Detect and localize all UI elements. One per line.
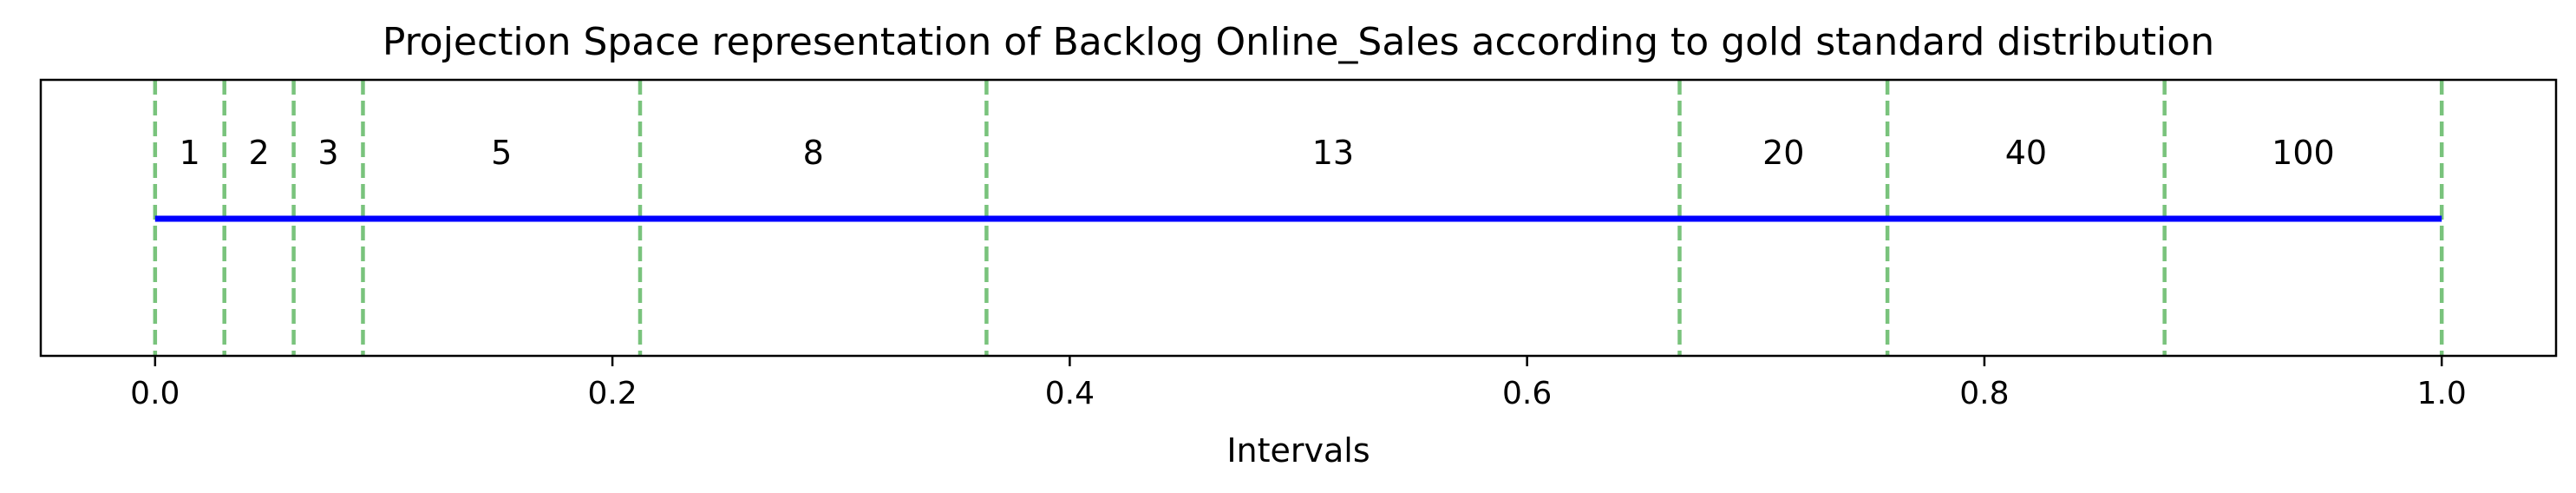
segment-label-2: 2 — [249, 134, 270, 172]
x-tick-label-1: 0.2 — [587, 376, 637, 411]
segment-label-5: 5 — [491, 134, 512, 172]
x-tick-label-0: 0.0 — [130, 376, 180, 411]
segment-label-8: 8 — [803, 134, 824, 172]
x-axis-label: Intervals — [1226, 431, 1370, 470]
x-tick-label-5: 1.0 — [2417, 376, 2467, 411]
segment-label-100: 100 — [2272, 134, 2335, 172]
x-tick-label-4: 0.8 — [1959, 376, 2009, 411]
x-tick-label-2: 0.4 — [1045, 376, 1095, 411]
plot-frame — [39, 78, 2558, 358]
segment-label-13: 13 — [1312, 134, 1354, 172]
segment-label-3: 3 — [317, 134, 338, 172]
segment-label-1: 1 — [180, 134, 200, 172]
x-axis-ticks: 0.0 0.2 0.4 0.6 0.8 1.0 — [130, 356, 2467, 411]
segment-labels: 1 2 3 5 8 13 20 40 100 — [180, 134, 2335, 172]
chart-title: Projection Space representation of Backl… — [382, 20, 2214, 64]
segment-label-40: 40 — [2005, 134, 2047, 172]
x-tick-label-3: 0.6 — [1502, 376, 1552, 411]
segment-label-20: 20 — [1762, 134, 1804, 172]
